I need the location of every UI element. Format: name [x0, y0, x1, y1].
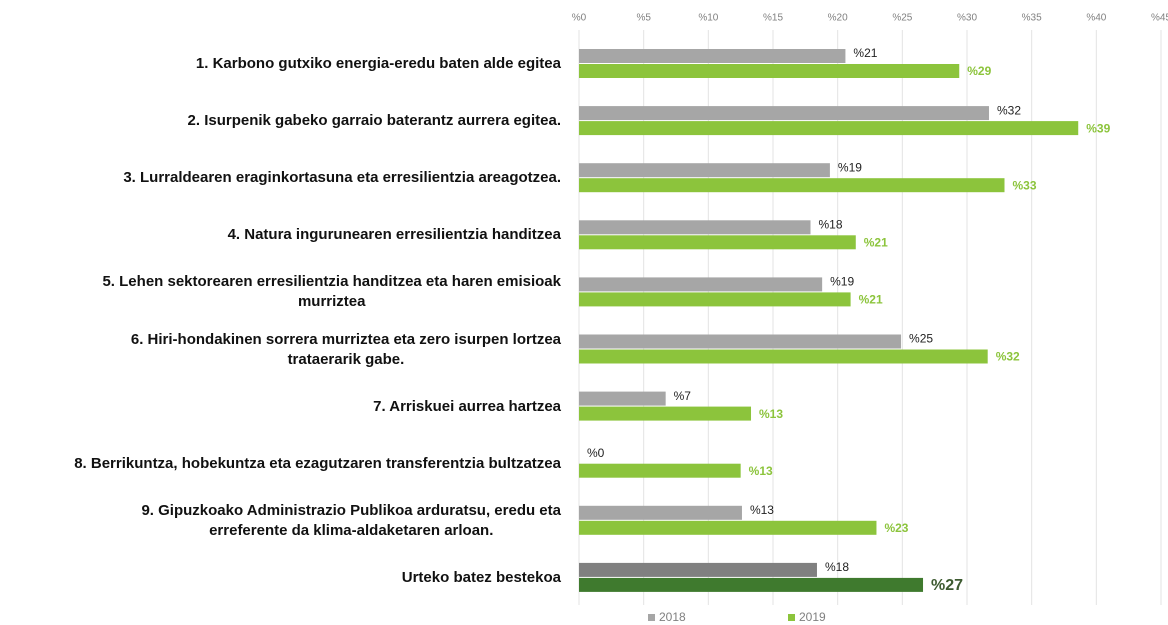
value-label: %13	[750, 503, 774, 517]
bar	[579, 178, 1005, 193]
legend-label: 2019	[799, 610, 826, 624]
bar	[579, 391, 666, 406]
value-label: %18	[819, 217, 843, 231]
x-tick-label: %20	[828, 13, 848, 24]
bar	[579, 349, 988, 364]
value-label: %25	[909, 332, 933, 346]
value-label: %33	[1013, 178, 1037, 192]
category-label: 7. Arriskuei aurrea hartzea	[373, 397, 561, 415]
bar	[579, 406, 752, 421]
bar	[579, 577, 924, 592]
bar	[579, 106, 989, 121]
value-label: %21	[859, 293, 883, 307]
bar	[579, 163, 830, 178]
x-tick-label: %10	[698, 13, 718, 24]
value-label: %0	[587, 446, 605, 460]
bar	[579, 562, 817, 577]
bar	[579, 505, 742, 520]
x-tick-label: %35	[1022, 13, 1042, 24]
value-label: %13	[759, 407, 783, 421]
x-tick-label: %5	[636, 13, 651, 24]
value-label: %7	[674, 389, 692, 403]
bar	[579, 277, 823, 292]
value-label: %32	[997, 103, 1021, 117]
value-label: %23	[884, 521, 908, 535]
value-label: %32	[996, 350, 1020, 364]
category-label: 4. Natura ingurunearen erresilientzia ha…	[227, 226, 561, 244]
value-label: %21	[853, 46, 877, 60]
value-label: %21	[864, 235, 888, 249]
value-label: %13	[749, 464, 773, 478]
bar	[579, 235, 856, 250]
bar	[579, 49, 846, 63]
bar	[579, 520, 877, 535]
bar	[579, 292, 851, 307]
value-label: %29	[967, 64, 991, 78]
category-label: 8. Berrikuntza, hobekuntza eta ezagutzar…	[74, 454, 561, 472]
category-label: 2. Isurpenik gabeko garraio baterantz au…	[187, 112, 561, 130]
x-tick-label: %30	[957, 13, 977, 24]
x-tick-label: %40	[1086, 13, 1106, 24]
bar	[579, 121, 1079, 136]
legend-swatch	[788, 614, 795, 621]
value-label: %39	[1086, 121, 1110, 135]
category-label: 3. Lurraldearen eraginkortasuna eta erre…	[123, 169, 561, 187]
category-label: Urteko batez bestekoa	[401, 568, 561, 586]
value-label: %27	[931, 577, 963, 594]
legend-label: 2018	[659, 610, 686, 624]
bar	[579, 334, 902, 349]
legend-swatch	[648, 614, 655, 621]
category-label: 9. Gipuzkoako Administrazio Publikoa ard…	[141, 501, 561, 539]
category-label: 6. Hiri-hondakinen sorrera murriztea eta…	[130, 330, 561, 368]
category-label: 5. Lehen sektorearen erresilientzia hand…	[102, 273, 561, 311]
x-tick-label: %25	[892, 13, 912, 24]
x-tick-label: %15	[763, 13, 783, 24]
bar	[579, 463, 741, 478]
category-label: 1. Karbono gutxiko energia-eredu baten a…	[195, 55, 561, 72]
value-label: %19	[830, 275, 854, 289]
value-label: %19	[838, 160, 862, 174]
value-label: %18	[825, 560, 849, 574]
bar	[579, 64, 960, 78]
x-tick-label: %45	[1151, 13, 1168, 24]
x-tick-label: %0	[572, 13, 587, 24]
bar	[579, 220, 811, 235]
